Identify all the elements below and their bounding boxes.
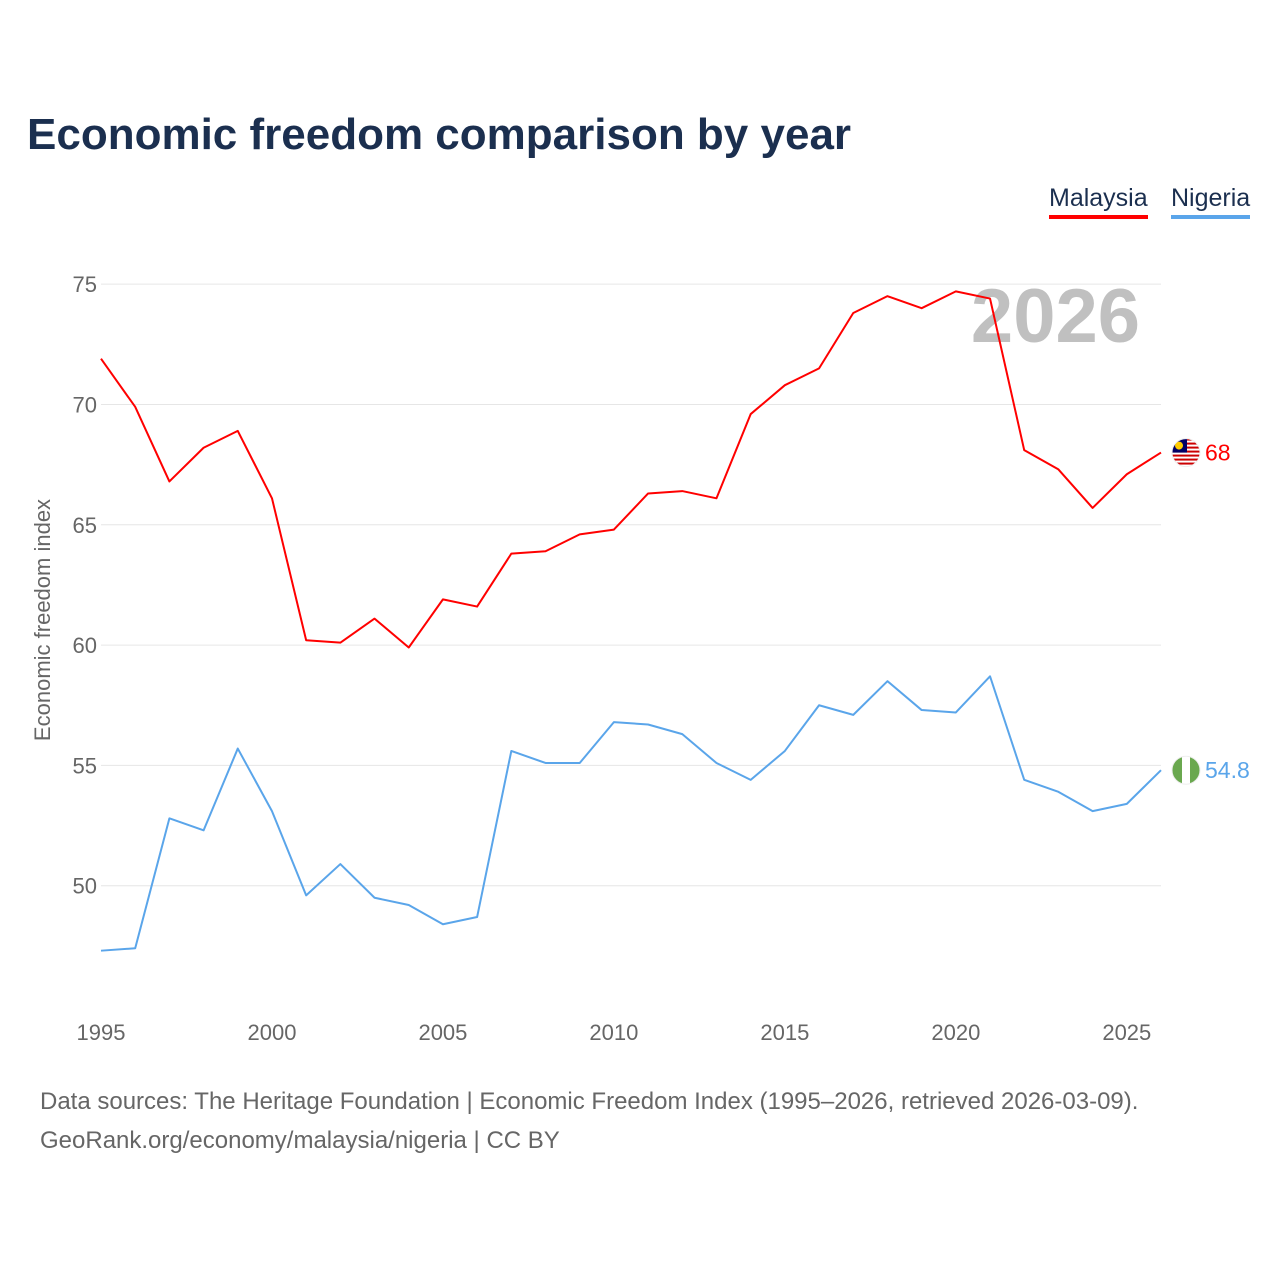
flag-body <box>1172 756 1200 785</box>
x-tick-label: 2025 <box>1102 1020 1151 1045</box>
year-watermark: 2026 <box>971 274 1140 359</box>
flag-stripe-right <box>1190 756 1200 785</box>
y-tick-label: 55 <box>73 753 97 778</box>
y-axis-label: Economic freedom index <box>30 499 55 741</box>
legend-nigeria[interactable]: Nigeria <box>1171 184 1251 219</box>
y-tick-label: 75 <box>73 272 97 297</box>
malaysia-flag-icon <box>1171 438 1201 468</box>
y-tick-label: 50 <box>73 874 97 899</box>
series-line-malaysia <box>100 290 1162 649</box>
x-tick-label: 1995 <box>77 1020 126 1045</box>
x-tick-label: 2015 <box>760 1020 809 1045</box>
flag-border <box>1171 755 1201 785</box>
x-tick-label: 2020 <box>931 1020 980 1045</box>
y-tick-label: 60 <box>73 633 97 658</box>
legend-malaysia[interactable]: Malaysia <box>1049 184 1148 219</box>
x-tick-label: 2005 <box>418 1020 467 1045</box>
flag-stripe <box>1172 462 1200 465</box>
flag-border <box>1171 438 1201 468</box>
source-line-1: Data sources: The Heritage Foundation | … <box>40 1088 1139 1115</box>
flag-stripe <box>1172 454 1200 457</box>
flag-stripe <box>1172 458 1200 461</box>
nigeria-flag-icon <box>1171 755 1201 785</box>
series-line-nigeria <box>100 675 1162 952</box>
x-tick-label: 2010 <box>589 1020 638 1045</box>
chart-title: Economic freedom comparison by year <box>27 110 852 159</box>
flag-crescent <box>1175 441 1183 450</box>
source-line-2[interactable]: GeoRank.org/economy/malaysia/nigeria | C… <box>40 1127 560 1154</box>
end-label-nigeria: 54.8 <box>1205 757 1250 783</box>
y-tick-label: 70 <box>73 392 97 417</box>
end-label-malaysia: 68 <box>1205 440 1231 466</box>
x-tick-label: 2000 <box>247 1020 296 1045</box>
y-tick-label: 65 <box>73 513 97 538</box>
flag-stripe-left <box>1172 756 1182 785</box>
